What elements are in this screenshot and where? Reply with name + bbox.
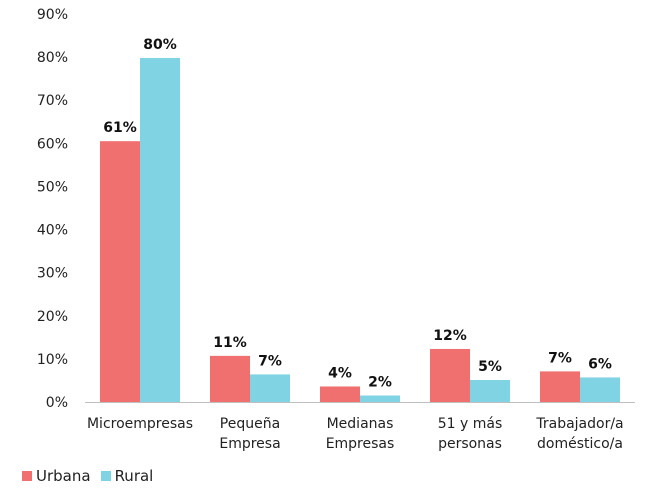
bar-rural (360, 395, 400, 402)
x-category-label: doméstico/a (537, 436, 623, 452)
x-category-label: Empresas (326, 436, 395, 452)
x-category-label: Empresa (219, 436, 280, 452)
y-tick-label: 60% (37, 136, 68, 152)
bar-urbana (540, 371, 580, 402)
y-tick-label: 50% (37, 179, 68, 195)
x-axis-categories: Microempresas Pequeña Empresa Medianas Empre… (87, 416, 624, 452)
bar-rural (580, 377, 620, 402)
y-axis-ticks: 0% 10% 20% 30% 40% 50% 60% 70% 80% 90% (37, 7, 68, 411)
bar-urbana (320, 386, 360, 402)
data-label-urbana: 12% (433, 328, 467, 344)
bar-rural (140, 57, 180, 403)
bar-rural (470, 380, 510, 402)
legend-item-rural: Rural (100, 467, 154, 485)
y-tick-label: 10% (37, 352, 68, 368)
bar-rural (250, 374, 290, 402)
data-label-rural: 6% (588, 356, 612, 372)
x-category-label: Pequeña (220, 416, 280, 432)
legend-item-urbana: Urbana (22, 467, 91, 485)
bar-urbana (100, 141, 140, 402)
data-label-rural: 2% (368, 375, 392, 391)
bar-urbana (210, 355, 250, 402)
x-category-label: Medianas (327, 416, 394, 432)
bar-urbana (430, 348, 470, 402)
legend-label-rural: Rural (114, 467, 154, 485)
x-category-label: 51 y más (438, 416, 503, 432)
y-tick-label: 90% (37, 7, 68, 23)
y-tick-label: 20% (37, 309, 68, 325)
bar-groups: 61% 80% 11% 7% 4% 2% 12% 5% 7% 6% (100, 37, 620, 403)
y-tick-label: 40% (37, 223, 68, 239)
legend: Urbana Rural (22, 467, 163, 485)
x-category-label: Microempresas (87, 416, 193, 432)
data-label-urbana: 61% (103, 120, 137, 136)
legend-swatch-rural (100, 471, 111, 481)
y-tick-label: 80% (37, 50, 68, 66)
data-label-urbana: 11% (213, 335, 247, 351)
legend-swatch-urbana (22, 471, 32, 481)
y-tick-label: 70% (37, 93, 68, 109)
y-tick-label: 30% (37, 266, 68, 282)
x-category-label: Trabajador/a (535, 416, 623, 432)
data-label-rural: 5% (478, 359, 502, 375)
y-tick-label: 0% (46, 395, 68, 411)
x-category-label: personas (438, 436, 502, 452)
data-label-urbana: 7% (548, 350, 572, 366)
data-label-urbana: 4% (328, 365, 352, 381)
data-label-rural: 7% (258, 353, 282, 369)
legend-label-urbana: Urbana (36, 467, 91, 485)
data-label-rural: 80% (143, 37, 177, 53)
